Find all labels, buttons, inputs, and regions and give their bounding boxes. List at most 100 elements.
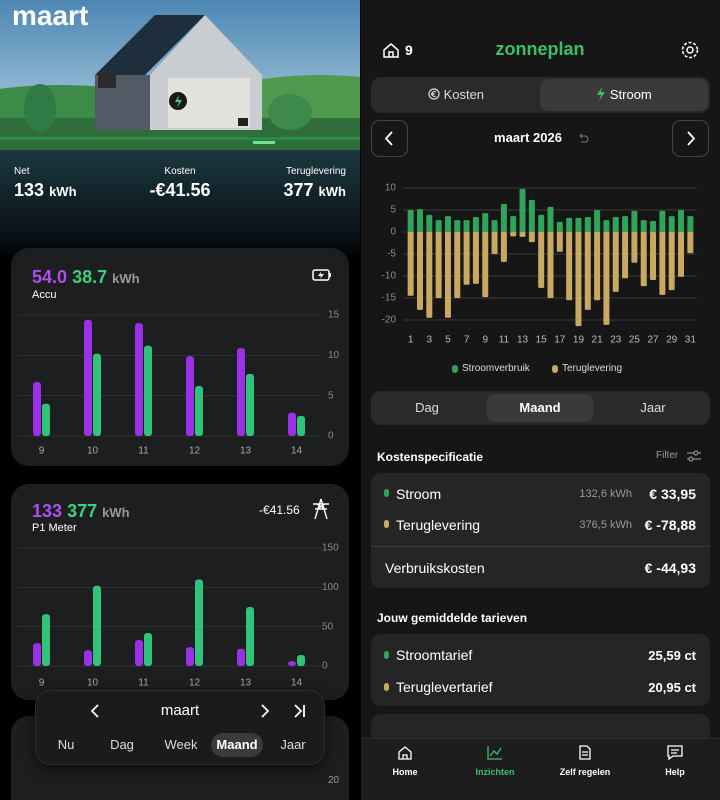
nav-icon	[579, 745, 591, 760]
nav-item[interactable]: Inzichten	[475, 767, 515, 777]
bar	[631, 210, 638, 232]
prev-arrow[interactable]	[88, 703, 102, 719]
row-divider	[371, 546, 710, 547]
y-tick-label: 150	[322, 543, 339, 554]
bar	[538, 232, 545, 288]
bar	[612, 217, 619, 232]
next-arrow[interactable]	[258, 703, 272, 719]
x-tick-label: 1	[408, 335, 414, 346]
unit: kWh	[112, 271, 140, 286]
month-title: maart 2026	[494, 130, 562, 145]
x-tick-label: 13	[240, 678, 252, 689]
legend-label: Stroomverbruik	[462, 363, 530, 374]
x-tick-label: 3	[427, 335, 433, 346]
x-tick-label: 13	[240, 446, 252, 457]
bar	[650, 221, 657, 232]
y-tick-label: 100	[322, 582, 339, 593]
bar	[491, 220, 498, 232]
toggle-option[interactable]: Kosten	[373, 79, 539, 111]
home-icon	[383, 43, 399, 58]
total-cost: € -44,93	[644, 560, 696, 576]
tab[interactable]: Maand	[487, 394, 593, 422]
row-dot	[384, 683, 389, 691]
bar	[482, 213, 489, 232]
settings-icon[interactable]	[679, 39, 701, 61]
x-tick-label: 14	[291, 678, 303, 689]
filter[interactable]: Filter	[656, 450, 679, 461]
stat-value: 133 kWh	[14, 181, 77, 199]
bar	[575, 217, 582, 232]
pylon-icon	[313, 498, 329, 520]
bar	[622, 216, 629, 232]
tab[interactable]: Jaar	[640, 400, 666, 415]
bar	[594, 210, 601, 232]
x-tick-label: 12	[189, 678, 201, 689]
bar	[566, 217, 573, 232]
bar	[144, 345, 152, 436]
bar	[603, 220, 610, 232]
total-label: Verbruikskosten	[385, 560, 485, 576]
x-tick-label: 9	[39, 678, 45, 689]
x-tick-label: 7	[464, 335, 470, 346]
row-amount: 376,5 kWh	[579, 519, 632, 531]
y-tick-label: 50	[322, 621, 334, 632]
bar	[237, 348, 245, 436]
nav-item[interactable]: Home	[392, 767, 418, 777]
bar	[491, 232, 498, 254]
bar	[622, 232, 629, 279]
home-count: 9	[405, 42, 413, 58]
tab[interactable]: Dag	[110, 737, 134, 752]
prev-button[interactable]	[371, 120, 409, 158]
section-title: Kostenspecificatie	[377, 450, 484, 464]
next-button[interactable]	[672, 120, 710, 158]
bar	[659, 232, 666, 295]
x-tick-label: 11	[138, 678, 149, 689]
bar	[668, 216, 675, 232]
legend-swatch	[452, 365, 458, 373]
x-tick-label: 17	[554, 335, 566, 346]
bar	[556, 232, 563, 252]
row-dot	[384, 651, 389, 659]
y-tick-label: 5	[390, 205, 396, 216]
y-tick-label: 0	[328, 431, 334, 442]
bar	[297, 415, 305, 436]
bar	[135, 323, 143, 436]
value: 377	[283, 180, 314, 200]
nav-item[interactable]: Help	[665, 767, 685, 777]
reset-icon[interactable]	[577, 132, 589, 144]
secondary: 38.7	[72, 267, 108, 287]
tab[interactable]: Dag	[415, 400, 439, 415]
tab[interactable]: Jaar	[280, 737, 306, 752]
tab[interactable]: Maand	[211, 733, 263, 757]
x-tick-label: 12	[189, 446, 201, 457]
bar	[237, 648, 245, 666]
toggle-option[interactable]: Stroom	[540, 79, 708, 111]
tab[interactable]: Week	[164, 737, 198, 752]
bar	[42, 403, 50, 436]
filter-icon[interactable]	[686, 450, 702, 462]
stat-value: 377 kWh	[283, 181, 346, 199]
bar	[547, 206, 554, 232]
bar	[416, 232, 423, 310]
bar	[556, 221, 563, 232]
y-tick-label: 15	[328, 310, 340, 321]
bar	[84, 319, 92, 436]
bolt-icon	[597, 87, 606, 101]
bar	[135, 640, 143, 666]
bar	[407, 210, 414, 232]
bar	[640, 232, 647, 287]
y-tick-label: -10	[382, 271, 397, 282]
last-arrow[interactable]	[292, 703, 306, 719]
bar	[195, 579, 203, 666]
y-tick-label: 10	[385, 183, 397, 194]
y-tick-label: 10	[328, 350, 340, 361]
bar	[603, 232, 610, 325]
nav-icon	[667, 745, 683, 760]
bar	[594, 232, 601, 301]
nav-item[interactable]: Zelf regelen	[559, 767, 611, 777]
row-label: Teruglevering	[396, 517, 481, 533]
tab[interactable]: Nu	[57, 737, 75, 752]
card-label: P1 Meter	[32, 522, 77, 534]
bar	[435, 220, 442, 232]
